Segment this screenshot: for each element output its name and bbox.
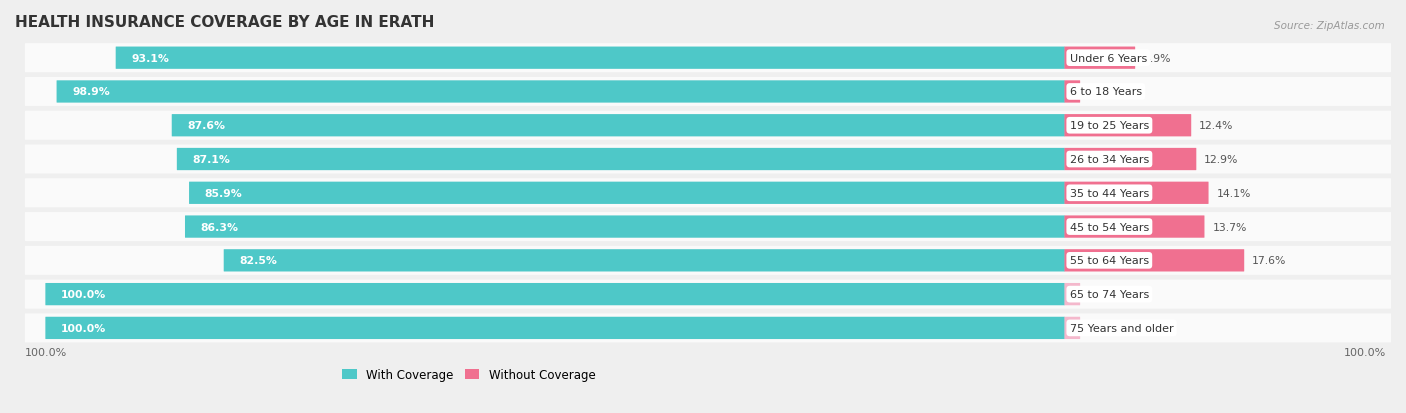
FancyBboxPatch shape [1064,47,1135,70]
FancyBboxPatch shape [1064,283,1080,306]
Text: 98.9%: 98.9% [72,87,110,97]
FancyBboxPatch shape [25,313,1391,343]
FancyBboxPatch shape [1064,115,1191,137]
FancyBboxPatch shape [1064,149,1197,171]
Text: Under 6 Years: Under 6 Years [1070,54,1147,64]
FancyBboxPatch shape [25,145,1391,174]
Text: 12.4%: 12.4% [1199,121,1233,131]
Text: 86.3%: 86.3% [201,222,239,232]
FancyBboxPatch shape [25,78,1391,107]
FancyBboxPatch shape [1064,216,1205,238]
FancyBboxPatch shape [224,249,1064,272]
FancyBboxPatch shape [25,112,1391,140]
Text: 100.0%: 100.0% [60,290,105,299]
Text: 65 to 74 Years: 65 to 74 Years [1070,290,1149,299]
Text: 6 to 18 Years: 6 to 18 Years [1070,87,1142,97]
FancyBboxPatch shape [1064,81,1080,103]
FancyBboxPatch shape [45,283,1064,306]
Text: 12.9%: 12.9% [1205,154,1239,165]
Text: HEALTH INSURANCE COVERAGE BY AGE IN ERATH: HEALTH INSURANCE COVERAGE BY AGE IN ERAT… [15,15,434,30]
FancyBboxPatch shape [25,213,1391,242]
FancyBboxPatch shape [177,149,1064,171]
Text: 6.9%: 6.9% [1143,54,1171,64]
FancyBboxPatch shape [1064,182,1209,204]
Text: 35 to 44 Years: 35 to 44 Years [1070,188,1149,198]
FancyBboxPatch shape [1064,249,1244,272]
Text: 0.0%: 0.0% [1088,290,1116,299]
Text: 93.1%: 93.1% [131,54,169,64]
Text: 75 Years and older: 75 Years and older [1070,323,1174,333]
Text: 100.0%: 100.0% [60,323,105,333]
FancyBboxPatch shape [188,182,1064,204]
Text: 87.1%: 87.1% [193,154,231,165]
Text: 87.6%: 87.6% [187,121,225,131]
Text: 85.9%: 85.9% [204,188,242,198]
FancyBboxPatch shape [25,246,1391,275]
Text: 82.5%: 82.5% [239,256,277,266]
Text: 13.7%: 13.7% [1212,222,1247,232]
Text: 17.6%: 17.6% [1253,256,1286,266]
FancyBboxPatch shape [115,47,1064,70]
FancyBboxPatch shape [25,280,1391,309]
FancyBboxPatch shape [172,115,1064,137]
FancyBboxPatch shape [186,216,1064,238]
FancyBboxPatch shape [25,44,1391,73]
Text: 0.0%: 0.0% [1088,323,1116,333]
Text: Source: ZipAtlas.com: Source: ZipAtlas.com [1274,21,1385,31]
Text: 100.0%: 100.0% [1343,347,1386,357]
FancyBboxPatch shape [56,81,1064,103]
Text: 26 to 34 Years: 26 to 34 Years [1070,154,1149,165]
Text: 14.1%: 14.1% [1216,188,1251,198]
Text: 19 to 25 Years: 19 to 25 Years [1070,121,1149,131]
FancyBboxPatch shape [45,317,1064,339]
Legend: With Coverage, Without Coverage: With Coverage, Without Coverage [337,363,600,386]
Text: 100.0%: 100.0% [25,347,67,357]
Text: 45 to 54 Years: 45 to 54 Years [1070,222,1149,232]
FancyBboxPatch shape [25,179,1391,208]
Text: 55 to 64 Years: 55 to 64 Years [1070,256,1149,266]
Text: 1.1%: 1.1% [1088,87,1115,97]
FancyBboxPatch shape [1064,317,1080,339]
